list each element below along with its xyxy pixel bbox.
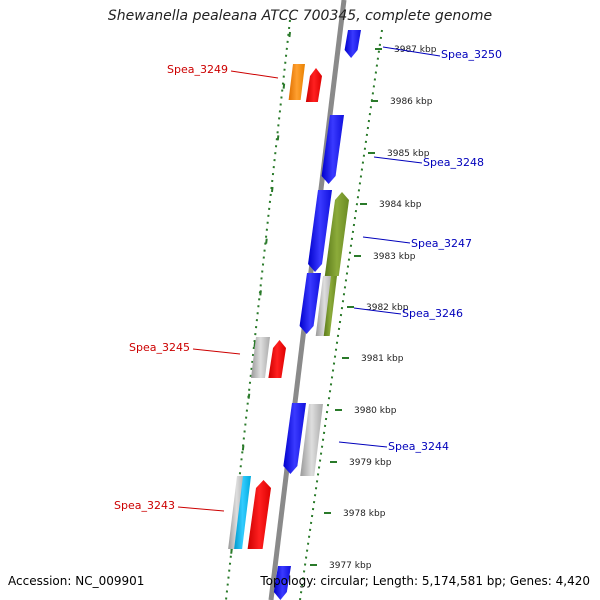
genome-summary: Topology: circular; Length: 5,174,581 bp… (260, 574, 590, 588)
gene-label-leader (353, 307, 402, 315)
scale-tick-label: 3979 kbp (349, 458, 392, 468)
scale-tick-label: 3981 kbp (361, 354, 404, 364)
gene-arrow (344, 30, 361, 58)
scale-tick-label: 3985 kbp (387, 149, 430, 159)
gene-labels: Spea_3250 Spea_3249 Spea_3248 Spea_3247 Spea… (114, 46, 502, 512)
scale-ticks: 3987 kbp 3986 kbp 3985 kbp 3984 kbp 3983 kbp… (310, 45, 437, 571)
gene-arrow (283, 403, 306, 474)
gene-label: Spea_3249 (167, 63, 228, 76)
gene-features (228, 30, 361, 600)
gene-arrow (251, 337, 270, 378)
scale-tick-label: 3977 kbp (329, 561, 372, 571)
scale-tick-label: 3986 kbp (390, 97, 433, 107)
gene-arrow (300, 404, 323, 476)
gene-label-leader (373, 156, 423, 164)
gene-arrow (324, 192, 349, 276)
gene-arrow (288, 64, 305, 100)
gene-label: Spea_3246 (402, 307, 463, 320)
gene-arrow (315, 276, 333, 336)
gene-arrow (308, 190, 332, 272)
gene-arrow (268, 340, 286, 378)
gene-label: Spea_3244 (388, 440, 449, 453)
gene-label: Spea_3247 (411, 237, 472, 250)
gene-label-leader (338, 441, 388, 448)
accession-text: Accession: NC_009901 (8, 574, 145, 588)
gene-label: Spea_3248 (423, 156, 484, 169)
gene-label-leader (177, 506, 225, 512)
scale-tick-label: 3984 kbp (379, 200, 422, 210)
scale-tick-label: 3987 kbp (394, 45, 437, 55)
scale-tick-label: 3980 kbp (354, 406, 397, 416)
gene-label-leader (192, 348, 241, 355)
map-title: Shewanella pealeana ATCC 700345, complet… (107, 8, 493, 24)
gene-arrow (273, 566, 291, 600)
scale-tick-label: 3983 kbp (373, 252, 416, 262)
gene-label: Spea_3245 (129, 341, 190, 354)
gene-arrow (299, 273, 321, 334)
gene-arrow (247, 480, 271, 549)
gene-arrow (323, 276, 337, 336)
scale-tick-label: 3982 kbp (366, 303, 409, 313)
gene-label-leader (362, 236, 411, 244)
gene-label-leader (382, 46, 441, 57)
gene-label: Spea_3250 (441, 48, 502, 61)
scale-tick-label: 3978 kbp (343, 509, 386, 519)
gene-arrow (234, 476, 251, 549)
gene-label-leader (230, 70, 279, 79)
reverse-track-dots (299, 29, 383, 600)
gene-arrow (321, 115, 344, 184)
gene-label: Spea_3243 (114, 499, 175, 512)
gene-arrow (305, 68, 322, 102)
